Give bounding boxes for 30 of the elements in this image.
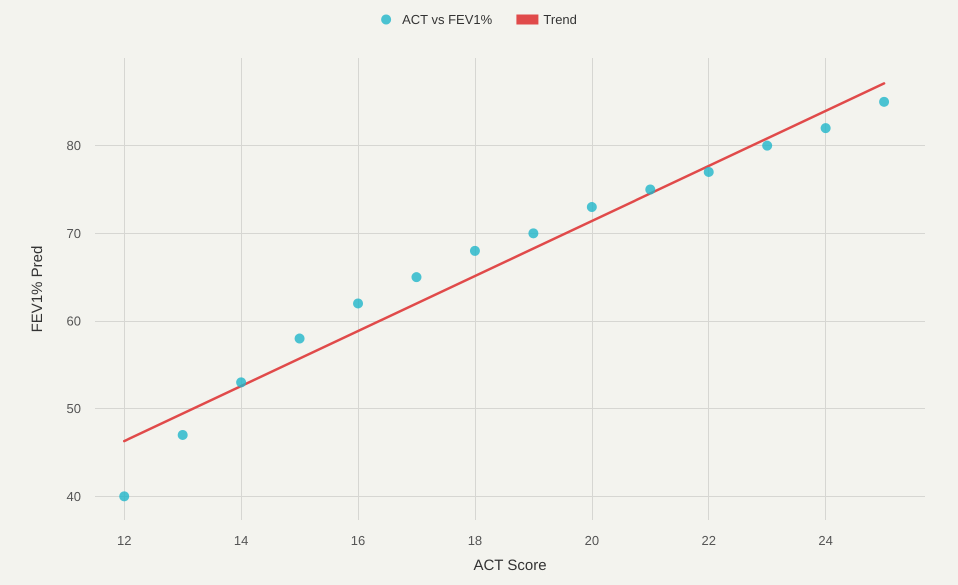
legend-label: Trend bbox=[543, 12, 577, 27]
legend-label: ACT vs FEV1% bbox=[402, 12, 493, 27]
point bbox=[645, 184, 656, 194]
x-tick-label: 12 bbox=[116, 533, 132, 548]
point bbox=[470, 246, 480, 256]
y-axis-title: FEV1% Pred bbox=[29, 246, 46, 332]
point bbox=[704, 166, 714, 177]
x-tick-label: 20 bbox=[584, 533, 600, 548]
point bbox=[762, 140, 772, 151]
y-tick-label: 50 bbox=[66, 401, 81, 416]
y-tick-label: 80 bbox=[66, 138, 81, 154]
y-tick-label: 70 bbox=[66, 226, 81, 241]
point bbox=[178, 430, 188, 440]
point bbox=[820, 123, 831, 134]
point bbox=[119, 491, 130, 502]
point bbox=[294, 334, 305, 344]
point bbox=[236, 377, 246, 388]
x-tick-label: 24 bbox=[818, 533, 833, 548]
point bbox=[879, 96, 890, 107]
x-tick-label: 16 bbox=[350, 533, 366, 548]
x-tick-label: 22 bbox=[702, 533, 716, 548]
y-tick-label: 60 bbox=[66, 314, 81, 328]
x-tick-label: 14 bbox=[234, 533, 248, 548]
x-tick-label: 18 bbox=[468, 533, 482, 548]
point bbox=[411, 272, 422, 282]
point bbox=[353, 298, 364, 308]
point bbox=[528, 228, 538, 238]
x-axis-title: ACT Score bbox=[473, 557, 547, 574]
y-tick-label: 40 bbox=[66, 488, 81, 504]
point bbox=[586, 202, 597, 212]
